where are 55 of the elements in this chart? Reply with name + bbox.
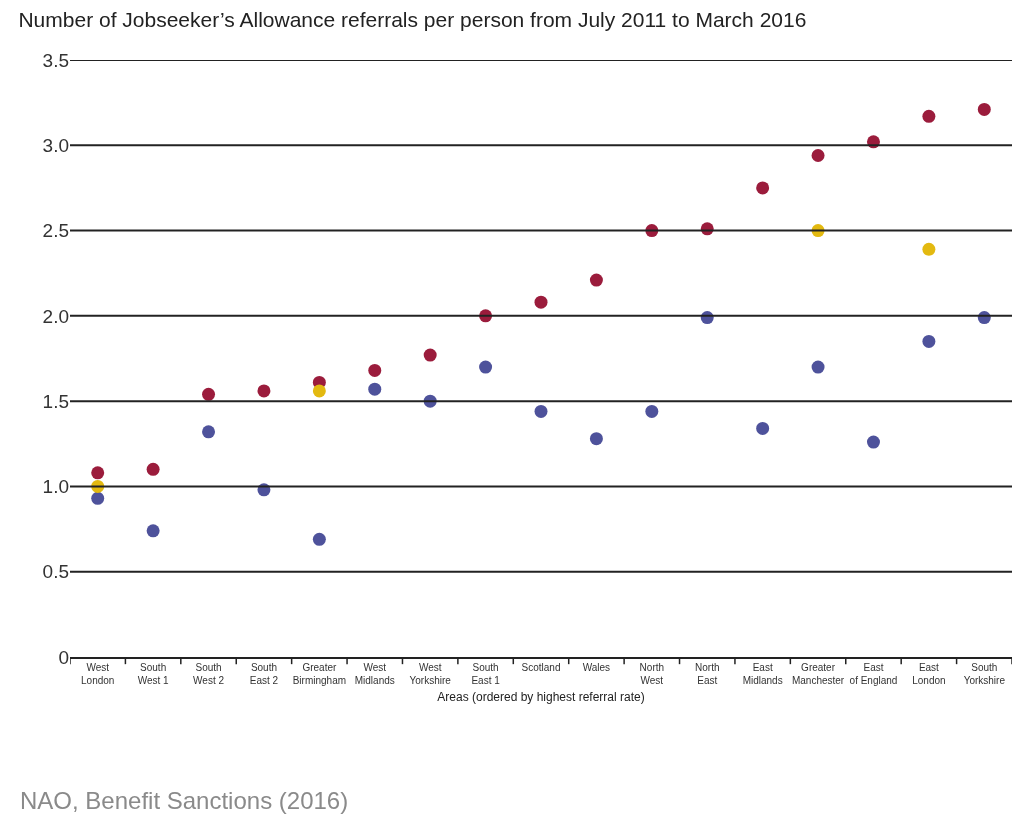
point [91,466,105,480]
point [312,384,326,398]
y-tick-label: 2.0 [42,305,69,327]
x-tick-label: East Midlands [742,662,783,686]
point [866,435,880,449]
x-tick-label: South East 2 [249,662,279,686]
x-tick-label: South West 2 [193,662,225,686]
x-tick-label: West Midlands [354,662,395,686]
point [368,363,382,377]
x-tick-label: West Yorkshire [409,662,452,686]
x-tick-label: Greater Manchester [791,662,845,686]
x-tick-label: West London [81,662,115,686]
x-tick-label: South West 1 [137,662,170,686]
point [146,462,160,476]
point [479,360,493,374]
x-tick-label: South Yorkshire [963,662,1006,686]
y-tick-label: 1.0 [42,476,69,498]
y-tick-label: 0.5 [42,561,69,583]
x-tick-label: North West [639,662,665,686]
point [811,360,825,374]
x-tick-label: Greater Birmingham [292,662,347,686]
point [811,149,825,163]
point [922,109,936,123]
point [756,181,770,195]
x-tick-label: East of England [849,662,898,686]
point [368,382,382,396]
point [589,273,603,287]
x-tick-label: North East [695,662,720,686]
y-tick-label: 1.5 [42,390,69,412]
y-tick-label: 3.0 [42,134,69,156]
y-tick-label: 3.5 [42,49,69,71]
point [91,491,105,505]
point [257,384,271,398]
x-tick-label: Scotland [521,662,561,673]
point [645,404,659,418]
point [589,432,603,446]
point [423,348,437,362]
point [977,102,991,116]
y-tick-label: 0 [58,646,69,668]
point [202,387,216,401]
point [922,242,936,256]
y-tick-label: 2.5 [42,220,69,242]
point [534,295,548,309]
point [922,334,936,348]
point [202,425,216,439]
x-axis-title: Areas (ordered by highest referral rate) [437,690,645,705]
x-tick-label: South East 1 [471,662,501,686]
point [534,404,548,418]
x-tick-label: East London [912,662,946,686]
x-tick-label: Wales [582,662,611,673]
point [756,421,770,435]
chart-title: Number of Jobseeker’s Allowance referrals per person from July 2011 to March 2016 [18,8,807,32]
point [312,532,326,546]
point [146,524,160,538]
text: NAO, Benefit Sanctions (2016) [20,787,349,814]
